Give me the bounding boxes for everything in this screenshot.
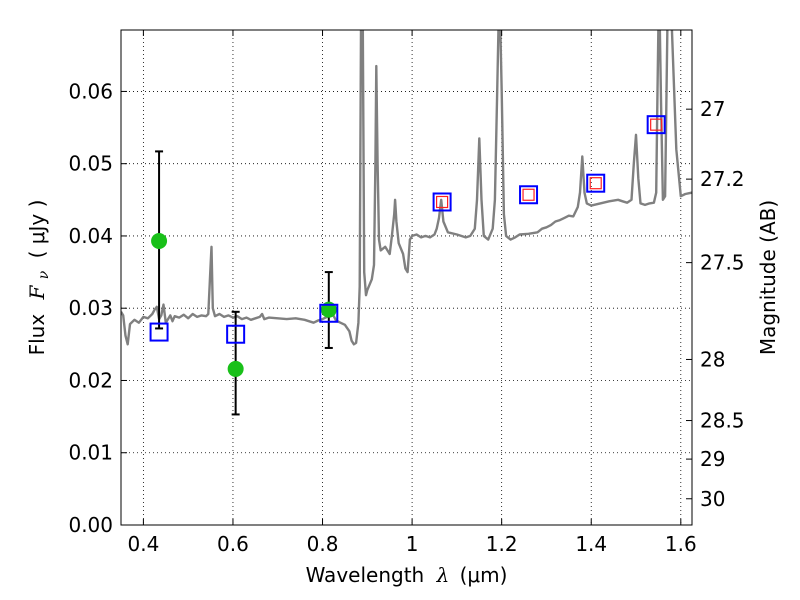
photometry-point bbox=[151, 233, 168, 250]
y-tick-label: 0.00 bbox=[68, 513, 113, 537]
photometry-markers bbox=[149, 115, 666, 416]
y-axis-label: Flux F ν ( μJy ) bbox=[25, 200, 53, 356]
x-tick-label: 0.6 bbox=[217, 532, 249, 556]
model-square-blue bbox=[586, 173, 606, 193]
model-square-blue bbox=[149, 322, 169, 342]
y-tick-label: 0.06 bbox=[68, 79, 113, 103]
model-square-blue bbox=[226, 324, 246, 344]
model-square-red bbox=[522, 188, 535, 201]
y2-tick-label: 30 bbox=[700, 487, 725, 511]
axis-ticks: 0.4 0.6 0.8 1 1.2 1.4 1.6 0.00 0.01 0.02 0.03 0.04 0… bbox=[68, 30, 745, 556]
y2-tick-label: 28.5 bbox=[700, 409, 745, 433]
spectrum-line bbox=[121, 30, 692, 346]
x-tick-label: 0.8 bbox=[307, 532, 339, 556]
y2-tick-label: 27 bbox=[700, 97, 725, 121]
y-tick-label: 0.02 bbox=[68, 368, 113, 392]
model-square-red bbox=[436, 195, 449, 209]
grid-lines bbox=[121, 30, 692, 526]
model-square-red bbox=[589, 177, 602, 190]
plot-frame bbox=[120, 29, 693, 526]
y-tick-label: 0.01 bbox=[68, 441, 113, 465]
y-tick-label: 0.03 bbox=[68, 296, 113, 320]
x-tick-label: 1.4 bbox=[575, 532, 607, 556]
y2-tick-label: 27.5 bbox=[700, 251, 745, 275]
y2-axis-label: Magnitude (AB) bbox=[756, 200, 780, 355]
photometry-point bbox=[227, 360, 244, 377]
y2-tick-label: 29 bbox=[700, 447, 725, 471]
x-tick-label: 1 bbox=[406, 532, 419, 556]
y2-tick-label: 27.2 bbox=[700, 167, 745, 191]
model-square-blue bbox=[432, 192, 452, 212]
x-tick-label: 1.2 bbox=[486, 532, 518, 556]
model-square-blue bbox=[646, 115, 666, 135]
model-square-blue bbox=[319, 303, 339, 323]
model-square-red bbox=[650, 118, 663, 131]
spectrum-series bbox=[121, 30, 692, 346]
x-tick-label: 0.4 bbox=[127, 532, 159, 556]
y-tick-label: 0.04 bbox=[68, 224, 113, 248]
y2-tick-label: 28 bbox=[700, 347, 725, 371]
y-tick-label: 0.05 bbox=[68, 152, 113, 176]
model-square-blue bbox=[519, 185, 539, 205]
x-tick-label: 1.6 bbox=[665, 532, 697, 556]
x-axis-label: Wavelength λ (μm) bbox=[306, 563, 508, 587]
